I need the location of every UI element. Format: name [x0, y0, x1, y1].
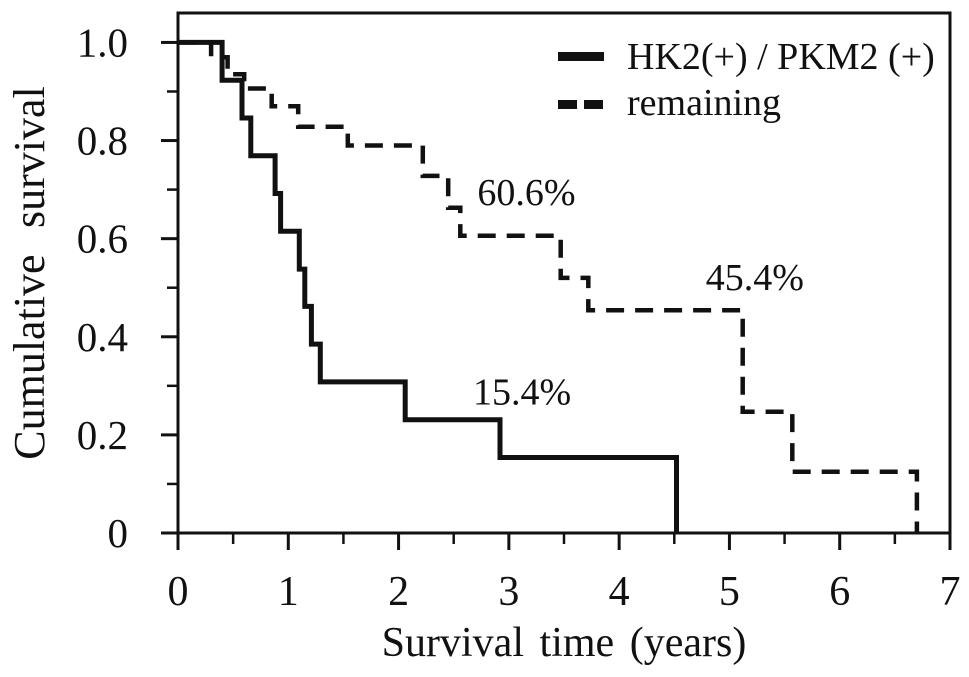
x-tick-label: 2 — [388, 569, 409, 615]
plot-box — [176, 11, 952, 535]
x-tick-label: 0 — [168, 569, 189, 615]
annotation-45.4%: 45.4% — [706, 257, 804, 299]
y-tick-label: 1.0 — [77, 19, 128, 65]
x-tick-label: 4 — [609, 569, 630, 615]
x-tick-label: 5 — [719, 569, 740, 615]
tick-labels: 0 1 2 3 4 5 6 7 0 0.2 0.4 0.6 0.8 1.0 — [77, 19, 961, 615]
x-tick-label: 3 — [498, 569, 519, 615]
x-axis-title: Survival time (years) — [381, 620, 747, 666]
y-axis-title: Cumulative survival — [5, 86, 54, 460]
annotation-15.4%: 15.4% — [473, 372, 571, 414]
legend-dashed-line-swatch — [558, 100, 604, 109]
annotation-60.6%: 60.6% — [477, 172, 575, 214]
legend-label-hk2-pkm2: HK2(+) / PKM2 (+) — [627, 36, 935, 78]
y-tick-label: 0.8 — [77, 118, 128, 164]
x-tick-label: 1 — [278, 569, 299, 615]
legend-label-remaining: remaining — [627, 82, 782, 124]
annotations-layer: 60.6% 45.4% 15.4% — [473, 172, 804, 414]
x-tick-label: 7 — [940, 569, 961, 615]
y-tick-label: 0.4 — [77, 314, 128, 360]
y-tick-label: 0.6 — [77, 216, 128, 262]
plot-frame — [176, 11, 952, 535]
y-tick-label: 0.2 — [77, 412, 128, 458]
curve-remaining — [178, 40, 920, 533]
y-tick-label: 0 — [108, 510, 129, 556]
survival-curves — [178, 39, 920, 533]
curve-hk2-pkm2-positive — [178, 39, 679, 533]
axis-ticks — [161, 40, 952, 550]
legend-solid-line-swatch — [558, 52, 604, 61]
x-tick-label: 6 — [829, 569, 850, 615]
